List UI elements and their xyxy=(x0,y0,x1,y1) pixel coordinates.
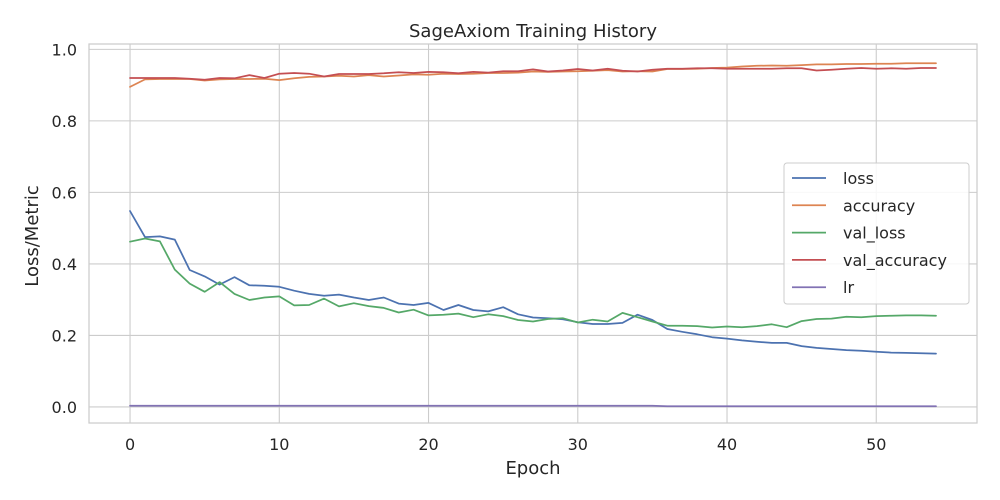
x-tick-label: 30 xyxy=(568,435,588,454)
y-tick-label: 0.4 xyxy=(52,255,77,274)
x-tick-label: 10 xyxy=(269,435,289,454)
legend-label: lr xyxy=(843,278,854,297)
x-tick-labels: 0 10 20 30 40 50 xyxy=(125,435,886,454)
x-tick-label: 40 xyxy=(717,435,737,454)
y-axis-label: Loss/Metric xyxy=(22,185,43,287)
y-tick-label: 1.0 xyxy=(52,40,77,59)
legend-label: val_accuracy xyxy=(843,251,947,271)
x-tick-label: 0 xyxy=(125,435,135,454)
y-tick-label: 0.8 xyxy=(52,112,77,131)
x-tick-label: 20 xyxy=(418,435,438,454)
y-tick-label: 0.6 xyxy=(52,183,77,202)
series-line-val-accuracy xyxy=(129,67,937,81)
x-tick-label: 50 xyxy=(866,435,886,454)
plot-frame xyxy=(88,43,978,424)
y-tick-label: 0.0 xyxy=(52,398,77,417)
series-lines xyxy=(129,62,937,408)
series-line-loss xyxy=(129,210,937,355)
x-axis-label: Epoch xyxy=(505,458,560,479)
y-tick-labels: 0.0 0.2 0.4 0.6 0.8 1.0 xyxy=(52,40,77,417)
legend-label: accuracy xyxy=(843,196,915,215)
y-tick-label: 0.2 xyxy=(52,326,77,345)
legend-box xyxy=(783,162,970,305)
legend-label: loss xyxy=(843,169,874,188)
chart-title: SageAxiom Training History xyxy=(409,21,657,42)
series-line-val-loss xyxy=(129,237,937,329)
legend-label: val_loss xyxy=(843,224,906,244)
